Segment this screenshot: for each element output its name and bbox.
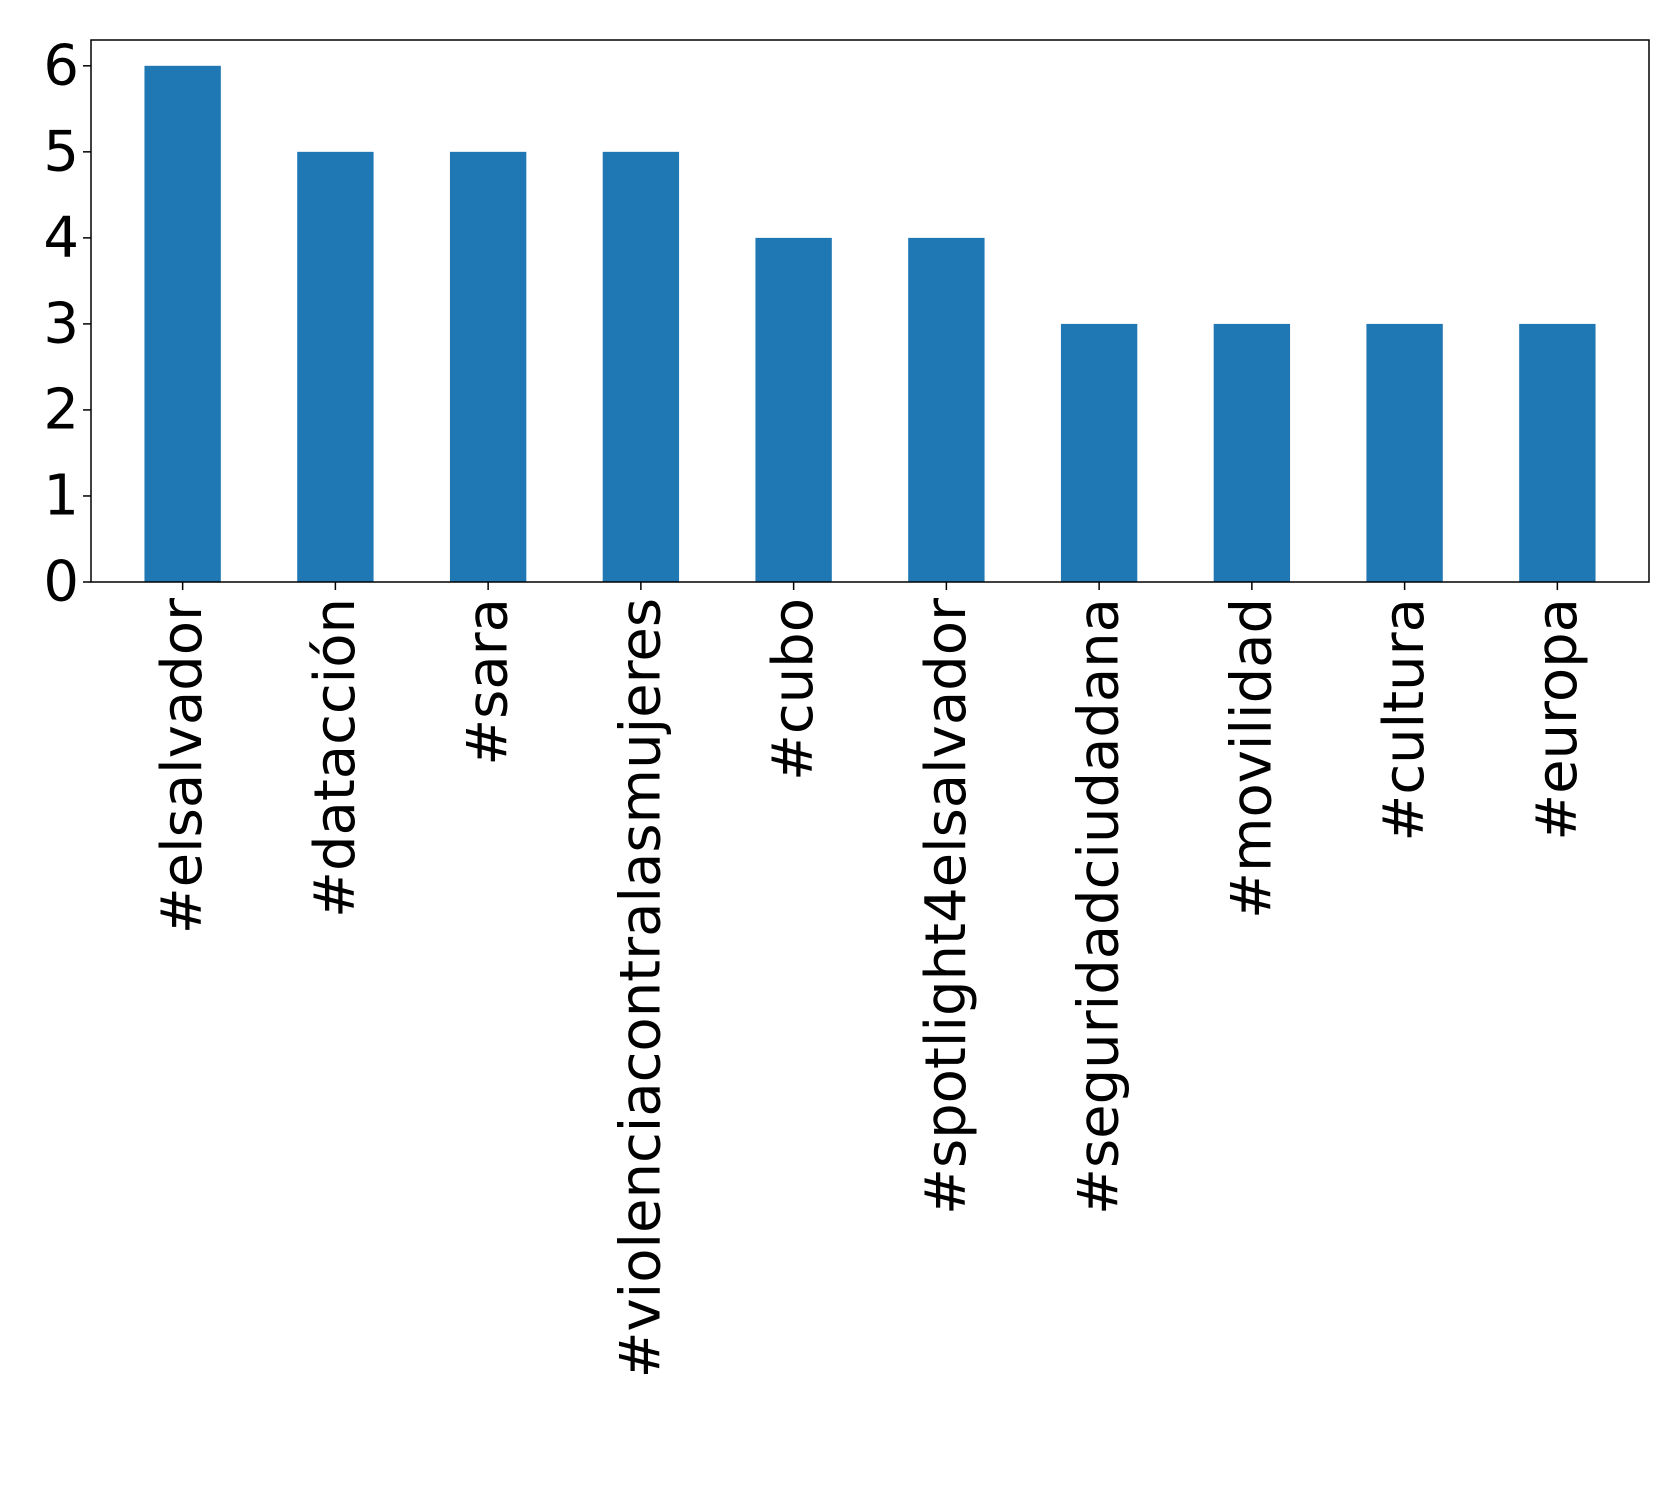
x-tick-label-1: #datacción — [303, 598, 368, 918]
plot-frame — [90, 39, 1650, 583]
x-tick-label-0: #elsalvador — [150, 597, 215, 934]
y-tick-label-3: 3 — [43, 291, 79, 356]
x-tick-label-4: #cubo — [761, 598, 826, 781]
y-axis: 0 1 2 3 4 5 6 — [43, 33, 91, 615]
x-tick-label-5: #spotlight4elsalvador — [914, 597, 979, 1215]
bar-2 — [449, 151, 527, 582]
bar-0 — [144, 65, 221, 582]
y-tick-label-1: 1 — [43, 463, 79, 528]
bar-7 — [1213, 323, 1291, 582]
bar-1 — [297, 151, 374, 582]
bar-3 — [602, 151, 680, 582]
x-tick-label-2: #sara — [456, 598, 521, 766]
y-tick-label-5: 5 — [43, 119, 79, 184]
y-tick-label-6: 6 — [43, 33, 79, 98]
bar-5 — [908, 237, 985, 582]
y-tick-label-4: 4 — [43, 205, 79, 270]
x-tick-label-8: #cultura — [1372, 598, 1437, 842]
x-tick-label-7: #movilidad — [1219, 598, 1284, 919]
x-axis: #elsalvador #datacción #sara #violenciacont… — [150, 582, 1590, 1378]
bar-4 — [755, 237, 832, 582]
y-tick-label-0: 0 — [43, 550, 79, 615]
bar-6 — [1060, 323, 1138, 582]
x-tick-label-6: #seguridadciudadana — [1067, 598, 1132, 1215]
y-tick-label-2: 2 — [43, 377, 79, 442]
bars-layer — [144, 65, 1596, 582]
bar-9 — [1519, 323, 1596, 582]
x-tick-label-3: #violenciacontralasmujeres — [608, 598, 673, 1378]
bar-8 — [1366, 323, 1443, 582]
x-tick-label-9: #europa — [1525, 598, 1590, 841]
